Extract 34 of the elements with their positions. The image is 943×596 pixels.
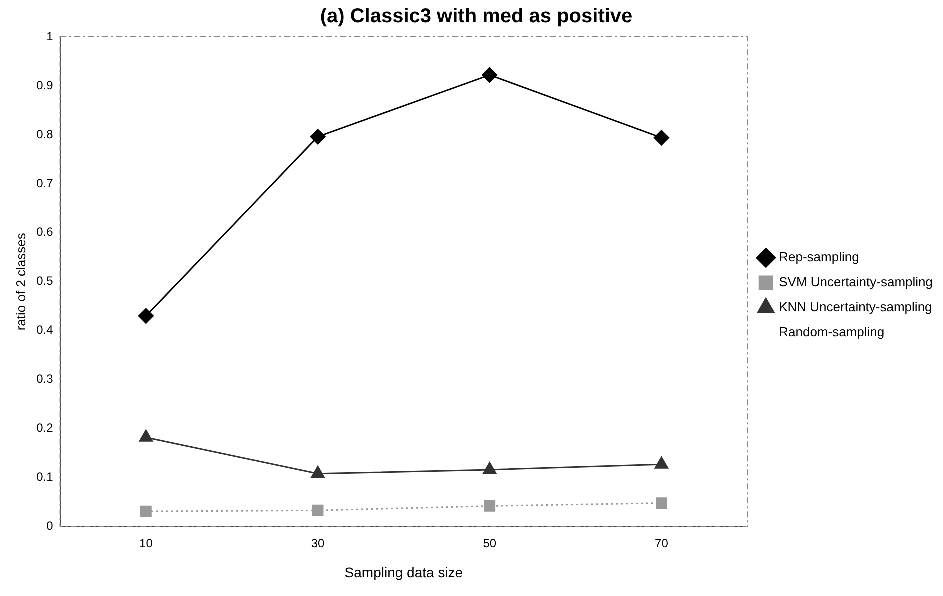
y-tick-label: 0.4: [36, 323, 54, 338]
point: [138, 308, 154, 324]
point: [483, 462, 497, 474]
point: [654, 456, 669, 469]
y-tick-label: 0.7: [36, 176, 54, 190]
point: [310, 129, 326, 145]
point: [484, 500, 496, 512]
text: Random-sampling: [779, 324, 885, 340]
y-tick-label: 0.2: [36, 421, 54, 436]
point: [312, 504, 324, 516]
y-tick-label: 0.9: [36, 78, 54, 92]
y-tick-label: 0.1: [36, 470, 54, 484]
x-tick-label: 50: [483, 536, 497, 550]
point: [656, 498, 668, 509]
legend-label: KNN Uncertainty-sampling: [779, 300, 932, 315]
y-tick-label: 0.6: [36, 225, 54, 240]
y-tick-label: 0: [46, 519, 54, 534]
x-tick-label: 30: [311, 536, 326, 550]
point: [311, 466, 325, 478]
point: [140, 506, 152, 518]
point: [654, 130, 670, 146]
x-axis-title: Sampling data size: [344, 564, 464, 580]
point: [139, 430, 154, 442]
y-axis-title: ratio of 2 classes: [13, 232, 28, 331]
y-tick-label: 1: [46, 29, 54, 44]
x-tick-label: 70: [655, 536, 669, 550]
legend-label: SVM Uncertainty-sampling: [779, 274, 934, 290]
point: [482, 67, 498, 83]
chart-title: (a) Classic3 with med as positive: [320, 6, 633, 28]
y-tick-label: 0.8: [36, 127, 54, 142]
x-tick-label: 10: [140, 536, 154, 550]
y-tick-label: 0.3: [36, 372, 54, 386]
y-tick-label: 0.5: [36, 274, 54, 288]
legend-label: Rep-sampling: [779, 250, 860, 265]
